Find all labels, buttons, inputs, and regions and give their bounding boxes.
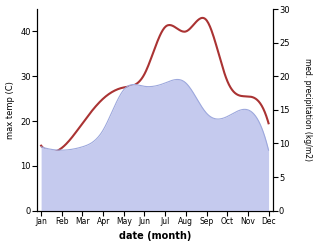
- X-axis label: date (month): date (month): [119, 231, 191, 242]
- Y-axis label: max temp (C): max temp (C): [5, 81, 15, 139]
- Y-axis label: med. precipitation (kg/m2): med. precipitation (kg/m2): [303, 58, 313, 161]
